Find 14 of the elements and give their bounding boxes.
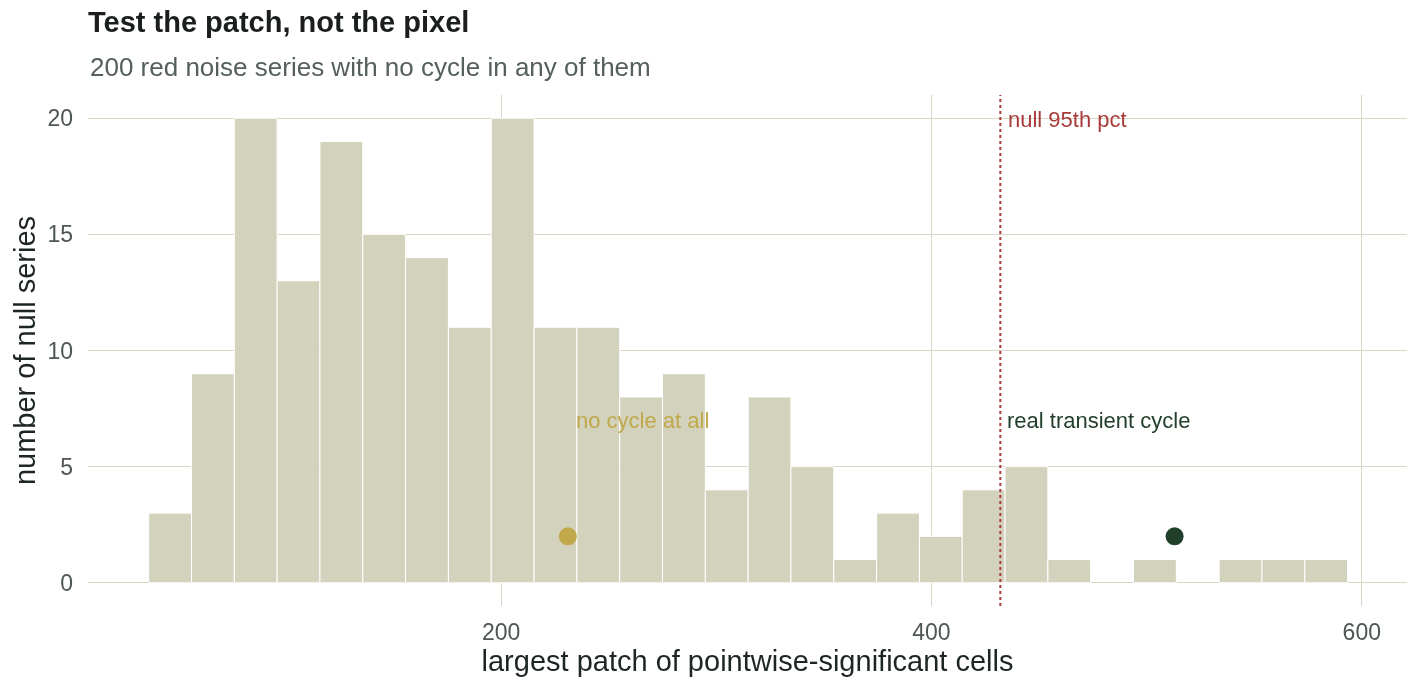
y-tick-label: 0 — [60, 569, 73, 596]
x-tick-label: 200 — [481, 619, 521, 645]
y-tick-label: 20 — [47, 105, 73, 132]
y-tick-label: 10 — [47, 337, 73, 364]
x-tick-label: 400 — [912, 619, 951, 645]
chart-subtitle: 200 red noise series with no cycle in any of them — [90, 52, 651, 82]
annotation: real transient cycle — [1007, 408, 1191, 433]
x-tick-label: 600 — [1342, 619, 1381, 645]
chart-title: Test the patch, not the pixel — [88, 6, 470, 39]
ref-line-label: null 95th pct — [1008, 107, 1127, 132]
x-axis-title: largest patch of pointwise-significant cells — [481, 645, 1014, 677]
y-axis-title: number of null series — [8, 215, 41, 486]
y-tick-label: 15 — [47, 221, 73, 248]
y-tick-label: 5 — [60, 453, 73, 480]
